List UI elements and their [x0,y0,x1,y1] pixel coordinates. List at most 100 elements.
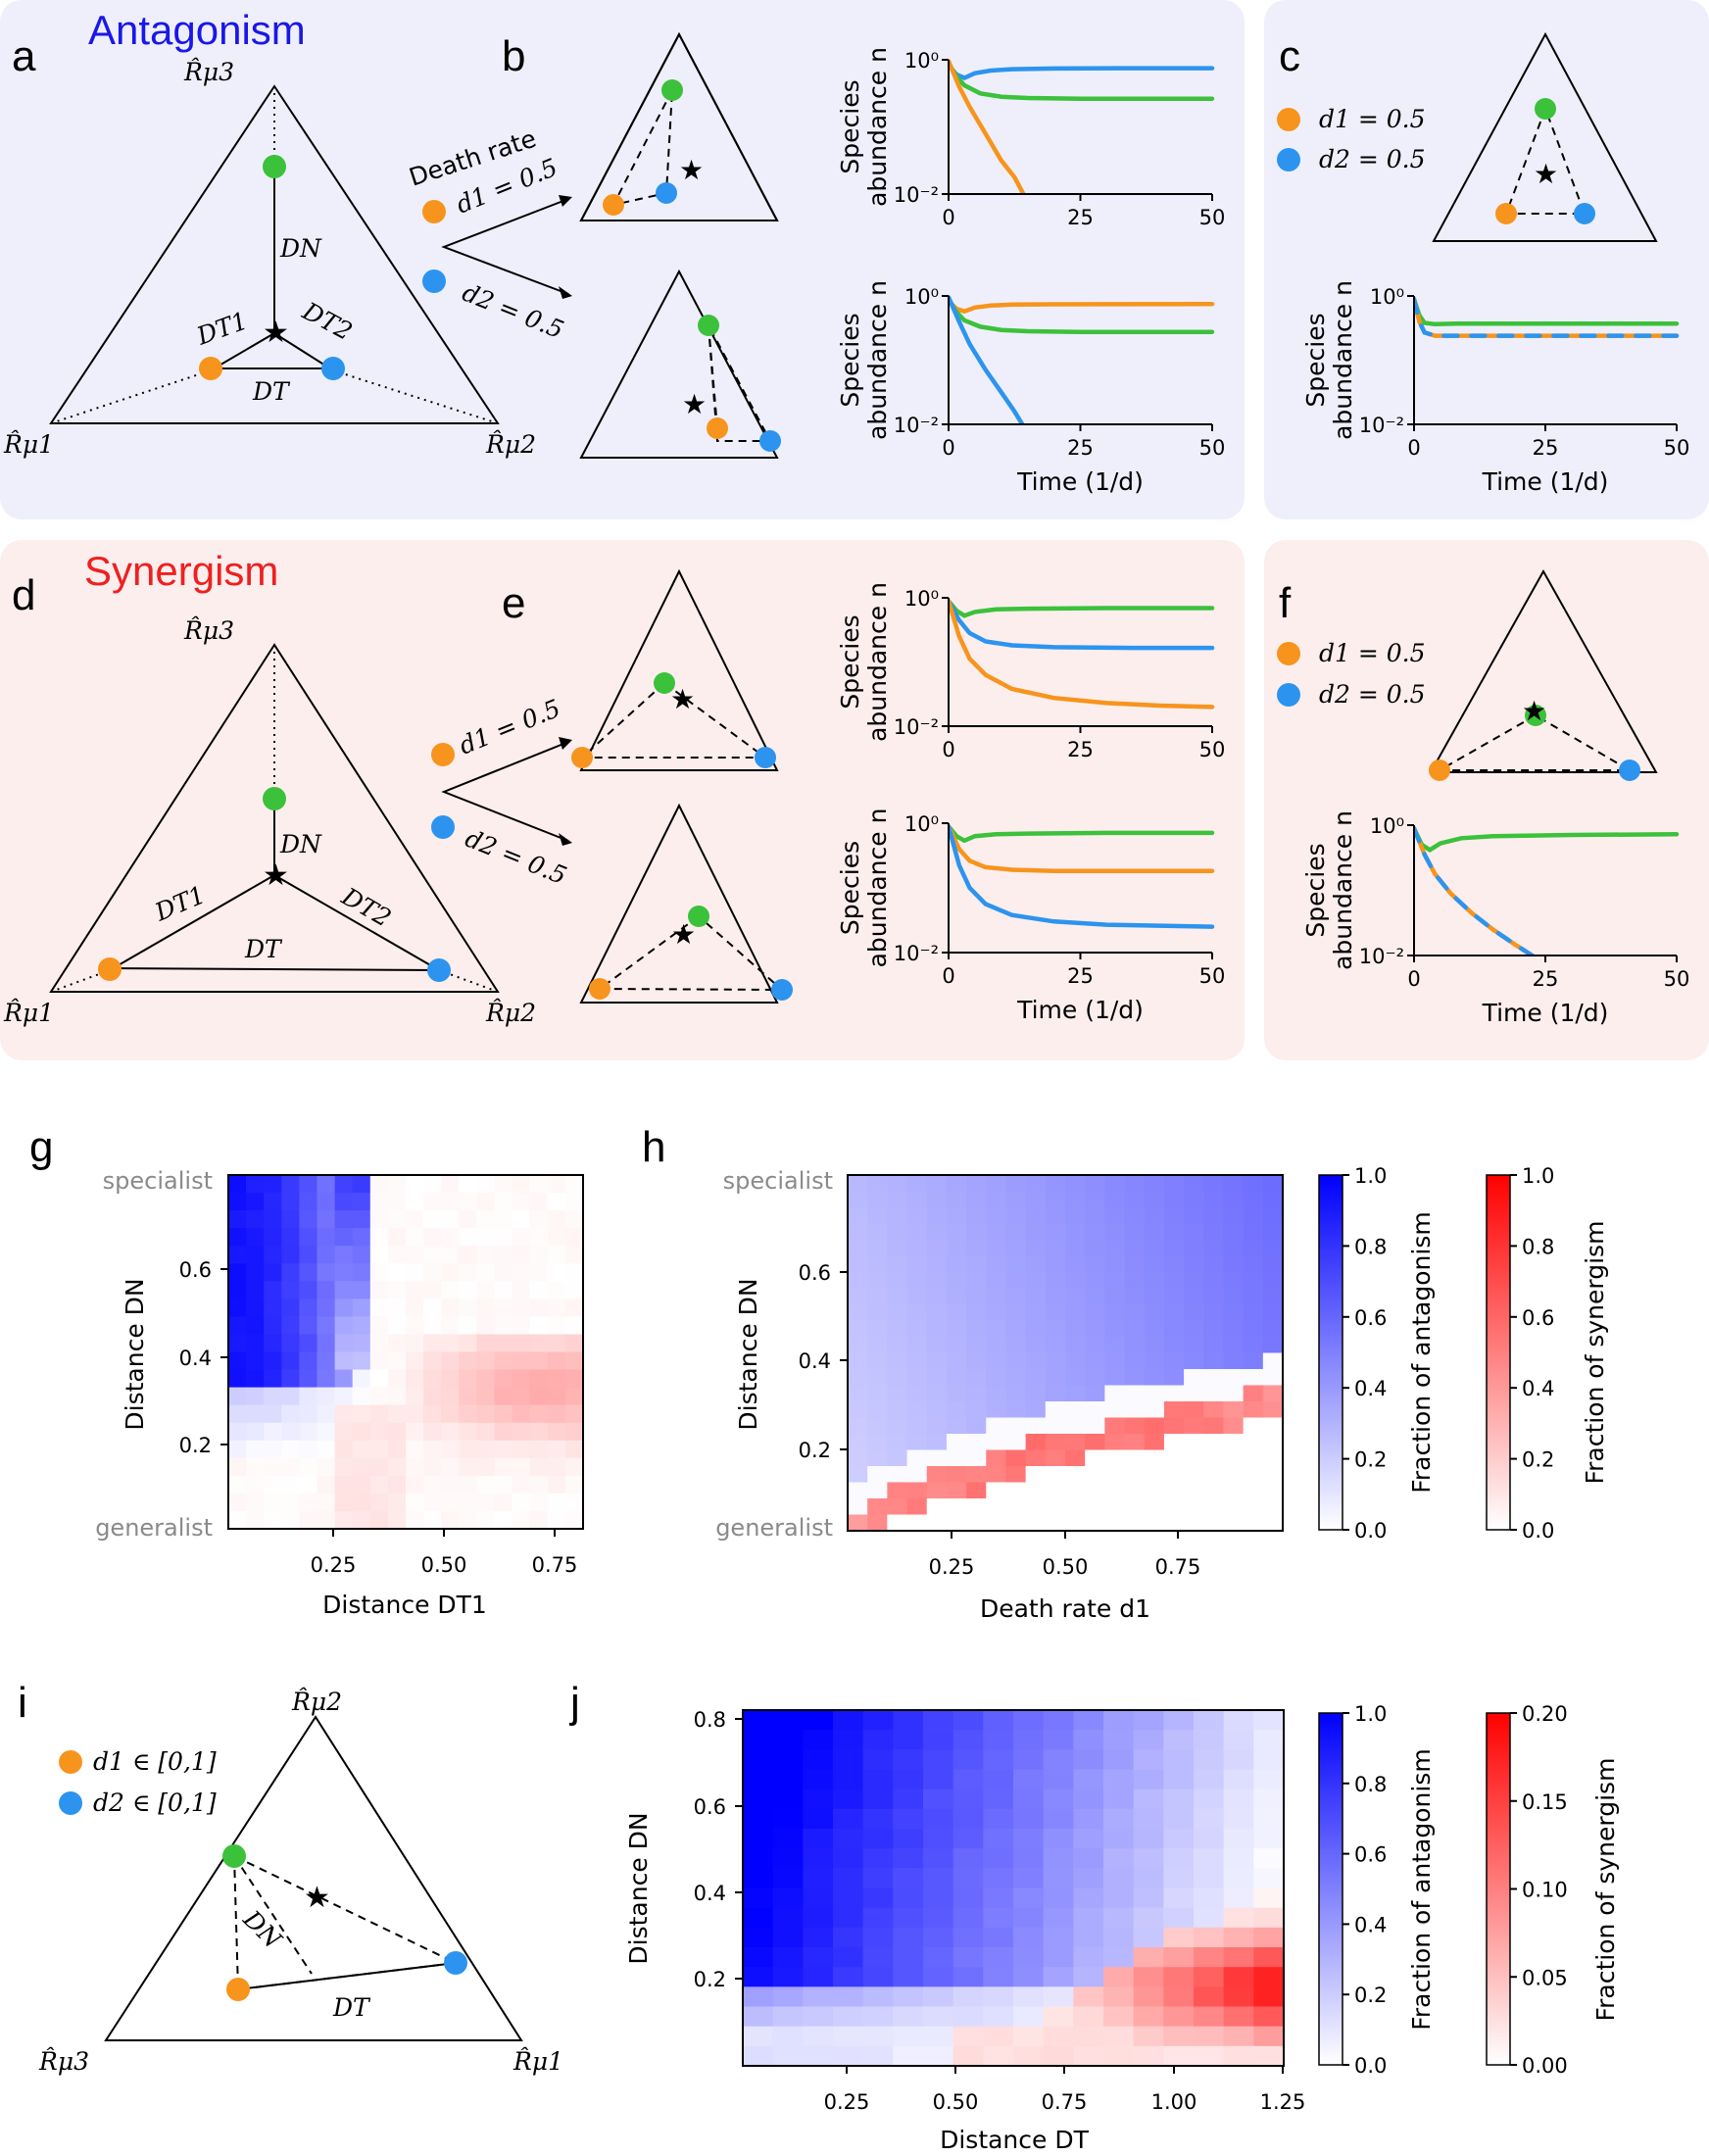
colorbar-tick: 0.0 [1354,1519,1387,1543]
heatmap-cell [246,1316,265,1336]
heatmap-cell [1085,1255,1105,1273]
label-r-mu3: R̂μ3 [183,58,234,86]
heatmap-cell [1103,1769,1135,1790]
heatmap-cell [1203,1175,1225,1193]
heatmap-cell [1073,2045,1104,2067]
heatmap-cell [1085,1466,1105,1484]
colorbar-h-antagonism-ticks: 1.0 0.8 0.6 0.4 0.2 0.0 [1343,1164,1387,1543]
heatmap-cell [1163,1769,1195,1790]
heatmap-cell [1253,1947,1285,1968]
heatmap-cell [281,1263,300,1282]
heatmap-cell [423,1334,442,1353]
heatmap-cell [441,1475,460,1494]
colorbar-tick: 0.10 [1522,1879,1568,1902]
heatmap-cell [952,1947,984,1968]
heatmap-cell [983,1829,1014,1849]
g-xtick-2: 0.75 [532,1553,578,1577]
heatmap-cell [281,1175,300,1194]
heatmap-cell [1073,1730,1104,1750]
heatmap-cell [406,1281,424,1299]
xtick-label: 25 [1067,964,1094,988]
heatmap-cell [803,1907,834,1929]
heatmap-cell [441,1316,460,1336]
heatmap-cell [423,1387,442,1406]
heatmap-cell [926,1255,948,1273]
heatmap-cell [1045,1482,1066,1499]
heatmap-cell [1124,1240,1146,1257]
heatmap-cell [281,1298,300,1317]
heatmap-cell [986,1514,1007,1532]
heatmap-cell [264,1298,282,1317]
j-xtick-1: 0.50 [933,2090,979,2114]
heatmap-cell [1133,1868,1164,1889]
heatmap-cell [1253,1808,1285,1830]
heatmap-cell [246,1281,265,1299]
heatmap-cell [848,1304,868,1322]
heatmap-cell [564,1316,584,1336]
heatmap-h-bottom-label: generalist [715,1514,833,1542]
heatmap-cell [529,1281,549,1299]
colorbar-tick: 0.00 [1522,2054,1568,2078]
heatmap-cell [512,1351,531,1371]
heatmap-cell [441,1510,460,1530]
heatmap-cell [564,1369,584,1389]
heatmap-cell [887,1207,908,1225]
colorbar-h-synergism-ticks: 1.0 0.8 0.6 0.4 0.2 0.0 [1510,1164,1554,1543]
heatmap-cell [228,1440,247,1459]
ylabel-line2: abundance n [863,808,892,968]
heatmap-cell [547,1422,566,1442]
heatmap-cell [246,1263,265,1282]
heatmap-cell [264,1510,282,1530]
heatmap-cell [833,1967,864,1987]
simplex-b-bottom: ★ [579,269,781,459]
heatmap-cell [334,1263,354,1282]
heatmap-cell [494,1457,513,1477]
heatmap-cell [1085,1207,1105,1225]
heatmap-cell [564,1510,584,1530]
heatmap-cell [887,1272,908,1290]
heatmap-cell [906,1352,928,1370]
heatmap-cell [1194,1986,1225,2008]
simplex-i: ★ R̂μ2 R̂μ3 R̂μ1 DN DT [38,1688,563,2076]
heatmap-cell [1124,1434,1146,1451]
heatmap-cell [893,1710,924,1731]
heatmap-cell [529,1175,549,1194]
heatmap-g-xlabel: Distance DT1 [322,1591,487,1619]
heatmap-cell [946,1223,967,1241]
heatmap-cell [966,1466,987,1484]
heatmap-cell [334,1475,354,1494]
heatmap-cell [1025,1288,1047,1305]
heatmap-cell [946,1401,967,1419]
heatmap-cell [743,2045,774,2067]
series-orange-line [949,59,1026,194]
heatmap-cell [529,1228,549,1247]
heatmap-cell [926,1223,948,1241]
heatmap-cell [923,1887,954,1909]
heatmap-cell [1223,1434,1245,1451]
heatmap-cell [906,1417,928,1435]
panel-label-f: f [1279,579,1292,627]
heatmap-cell [1243,1255,1264,1273]
j-xtick-3: 1.00 [1151,2090,1197,2114]
heatmap-cell [1262,1207,1284,1225]
heatmap-cell [986,1449,1007,1467]
heatmap-cell [1073,1986,1104,2008]
colorbar-h-synergism [1486,1174,1511,1531]
xtick-label: 25 [1067,206,1094,229]
heatmap-cell [906,1498,928,1516]
heatmap-cell [1124,1401,1146,1419]
heatmap-cell [1043,1730,1074,1750]
heatmap-cell [1005,1191,1027,1208]
heatmap-cell [923,1848,954,1869]
species-node-orange [199,357,222,380]
heatmap-cell [1203,1304,1225,1322]
heatmap-cell [1133,1967,1164,1987]
heatmap-cell [299,1404,318,1424]
heatmap-cell [1025,1175,1047,1193]
heatmap-cell [1103,1788,1135,1810]
heatmap-cell [387,1246,407,1264]
heatmap-cell [547,1210,566,1229]
heatmap-cell [246,1210,265,1229]
heatmap-cell [1203,1482,1225,1499]
heatmap-cell [1223,1986,1254,2008]
